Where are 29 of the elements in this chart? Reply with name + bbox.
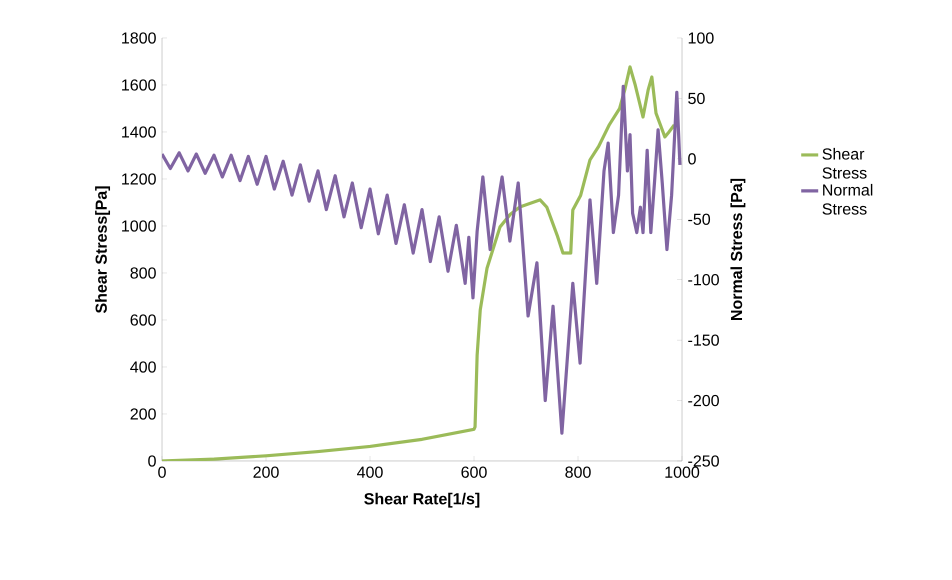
y-tick-label: 800: [130, 267, 156, 279]
y-tick-label: 1400: [122, 126, 156, 138]
y-tick-label: 1600: [122, 79, 156, 91]
y-tick-label: 600: [130, 314, 156, 326]
y-tick-label: 400: [130, 361, 156, 373]
y-tick-label: 1800: [122, 32, 156, 44]
y-tick-label: 1000: [122, 220, 156, 232]
x-tick-label: 1000: [665, 466, 700, 478]
x-tick-label: 0: [158, 466, 166, 478]
x-tick-label: 800: [565, 466, 591, 478]
y2-tick-label: -150: [688, 334, 719, 346]
x-tick-label: 600: [461, 466, 487, 478]
x-axis-title: Shear Rate[1/s]: [364, 492, 480, 508]
y2-tick-label: 100: [688, 32, 714, 44]
y2-tick-label: -250: [688, 455, 719, 467]
y2-tick-label: -200: [688, 394, 719, 406]
y-tick-label: 0: [148, 455, 156, 467]
x-tick-label: 200: [253, 466, 279, 478]
x-tick-label: 400: [357, 466, 383, 478]
y2-tick-label: 0: [688, 153, 696, 165]
y2-tick-label: -50: [688, 214, 710, 225]
y2-tick-label: -100: [688, 274, 719, 286]
y2-tick-label: 50: [688, 92, 705, 104]
y-axis-title: Shear Stress[Pa]: [95, 186, 110, 314]
y-tick-label: 200: [130, 408, 156, 420]
y-tick-label: 1200: [122, 173, 156, 185]
legend-label: Normal Stress: [822, 184, 872, 215]
legend-label: Shear Stress: [822, 148, 867, 179]
y2-axis-title: Normal Stress [Pa]: [730, 178, 746, 320]
